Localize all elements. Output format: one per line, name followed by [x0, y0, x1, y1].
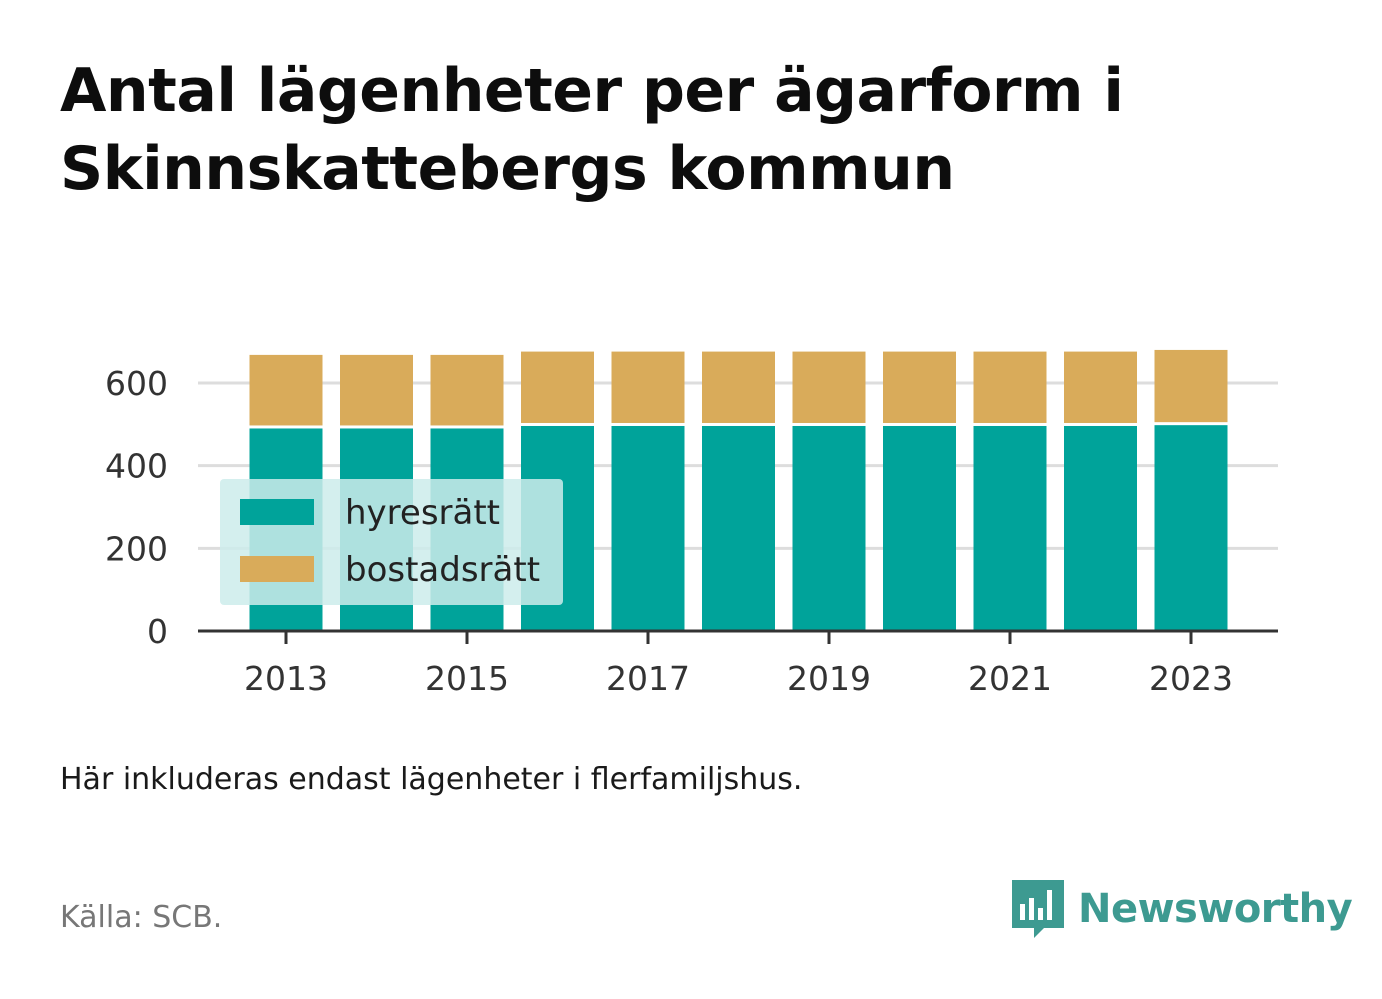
bar-bostadsratt-2015	[430, 354, 504, 426]
x-tick-label-2015: 2015	[425, 659, 509, 698]
legend-swatch-hyresratt	[240, 499, 314, 525]
bar-bostadsratt-2017	[611, 351, 685, 423]
newsworthy-logo[interactable]: Newsworthy	[1010, 878, 1353, 940]
y-axis-ticks: 0 200 400 600	[105, 364, 168, 651]
bar-hyresratt-2019	[792, 425, 866, 631]
bar-hyresratt-2021	[973, 425, 1047, 631]
bar-bostadsratt-2016	[521, 351, 594, 423]
newsworthy-logo-icon	[1012, 880, 1064, 938]
bar-bostadsratt-2022	[1064, 351, 1137, 423]
title-line-1: Antal lägenheter per ägarform i	[60, 56, 1124, 126]
y-tick-label-600: 600	[105, 364, 168, 403]
bar-bostadsratt-2023	[1154, 349, 1228, 423]
bar-bostadsratt-2020	[883, 351, 956, 423]
bar-hyresratt-2020	[883, 425, 956, 631]
x-tick-label-2019: 2019	[787, 659, 871, 698]
bar-hyresratt-2022	[1064, 425, 1137, 631]
bar-hyresratt-2023	[1154, 425, 1228, 631]
bar-hyresratt-2017	[611, 425, 685, 631]
x-tick-label-2013: 2013	[244, 659, 328, 698]
title-line-2: Skinnskattebergs kommun	[60, 134, 955, 204]
bar-bostadsratt-2019	[792, 351, 866, 423]
chart-title: Antal lägenheter per ägarform i Skinnska…	[60, 52, 1320, 208]
bar-bostadsratt-2013	[249, 354, 323, 426]
stacked-bar-chart: 0 200 400 600 2013 2015 2017 2019 2021 2023 hyre…	[105, 349, 1278, 698]
y-tick-label-200: 200	[105, 529, 168, 568]
legend-swatch-bostadsratt	[240, 556, 314, 582]
bar-bostadsratt-2021	[973, 351, 1047, 423]
legend-label-bostadsratt: bostadsrätt	[345, 550, 540, 590]
x-tick-label-2023: 2023	[1149, 659, 1233, 698]
bar-bostadsratt-2014	[340, 354, 413, 426]
x-axis-ticks: 2013 2015 2017 2019 2021 2023	[244, 631, 1233, 698]
x-tick-label-2017: 2017	[606, 659, 690, 698]
source-credit: Källa: SCB.	[60, 900, 223, 935]
newsworthy-logo-text: Newsworthy	[1078, 886, 1353, 932]
legend: hyresrätt bostadsrätt	[220, 479, 563, 605]
y-tick-label-0: 0	[147, 612, 168, 651]
y-tick-label-400: 400	[105, 447, 168, 486]
x-tick-label-2021: 2021	[968, 659, 1052, 698]
bar-bostadsratt-2018	[702, 351, 775, 423]
chart-note: Här inkluderas endast lägenheter i flerf…	[60, 762, 803, 797]
bar-hyresratt-2018	[702, 425, 775, 631]
legend-label-hyresratt: hyresrätt	[345, 493, 500, 533]
